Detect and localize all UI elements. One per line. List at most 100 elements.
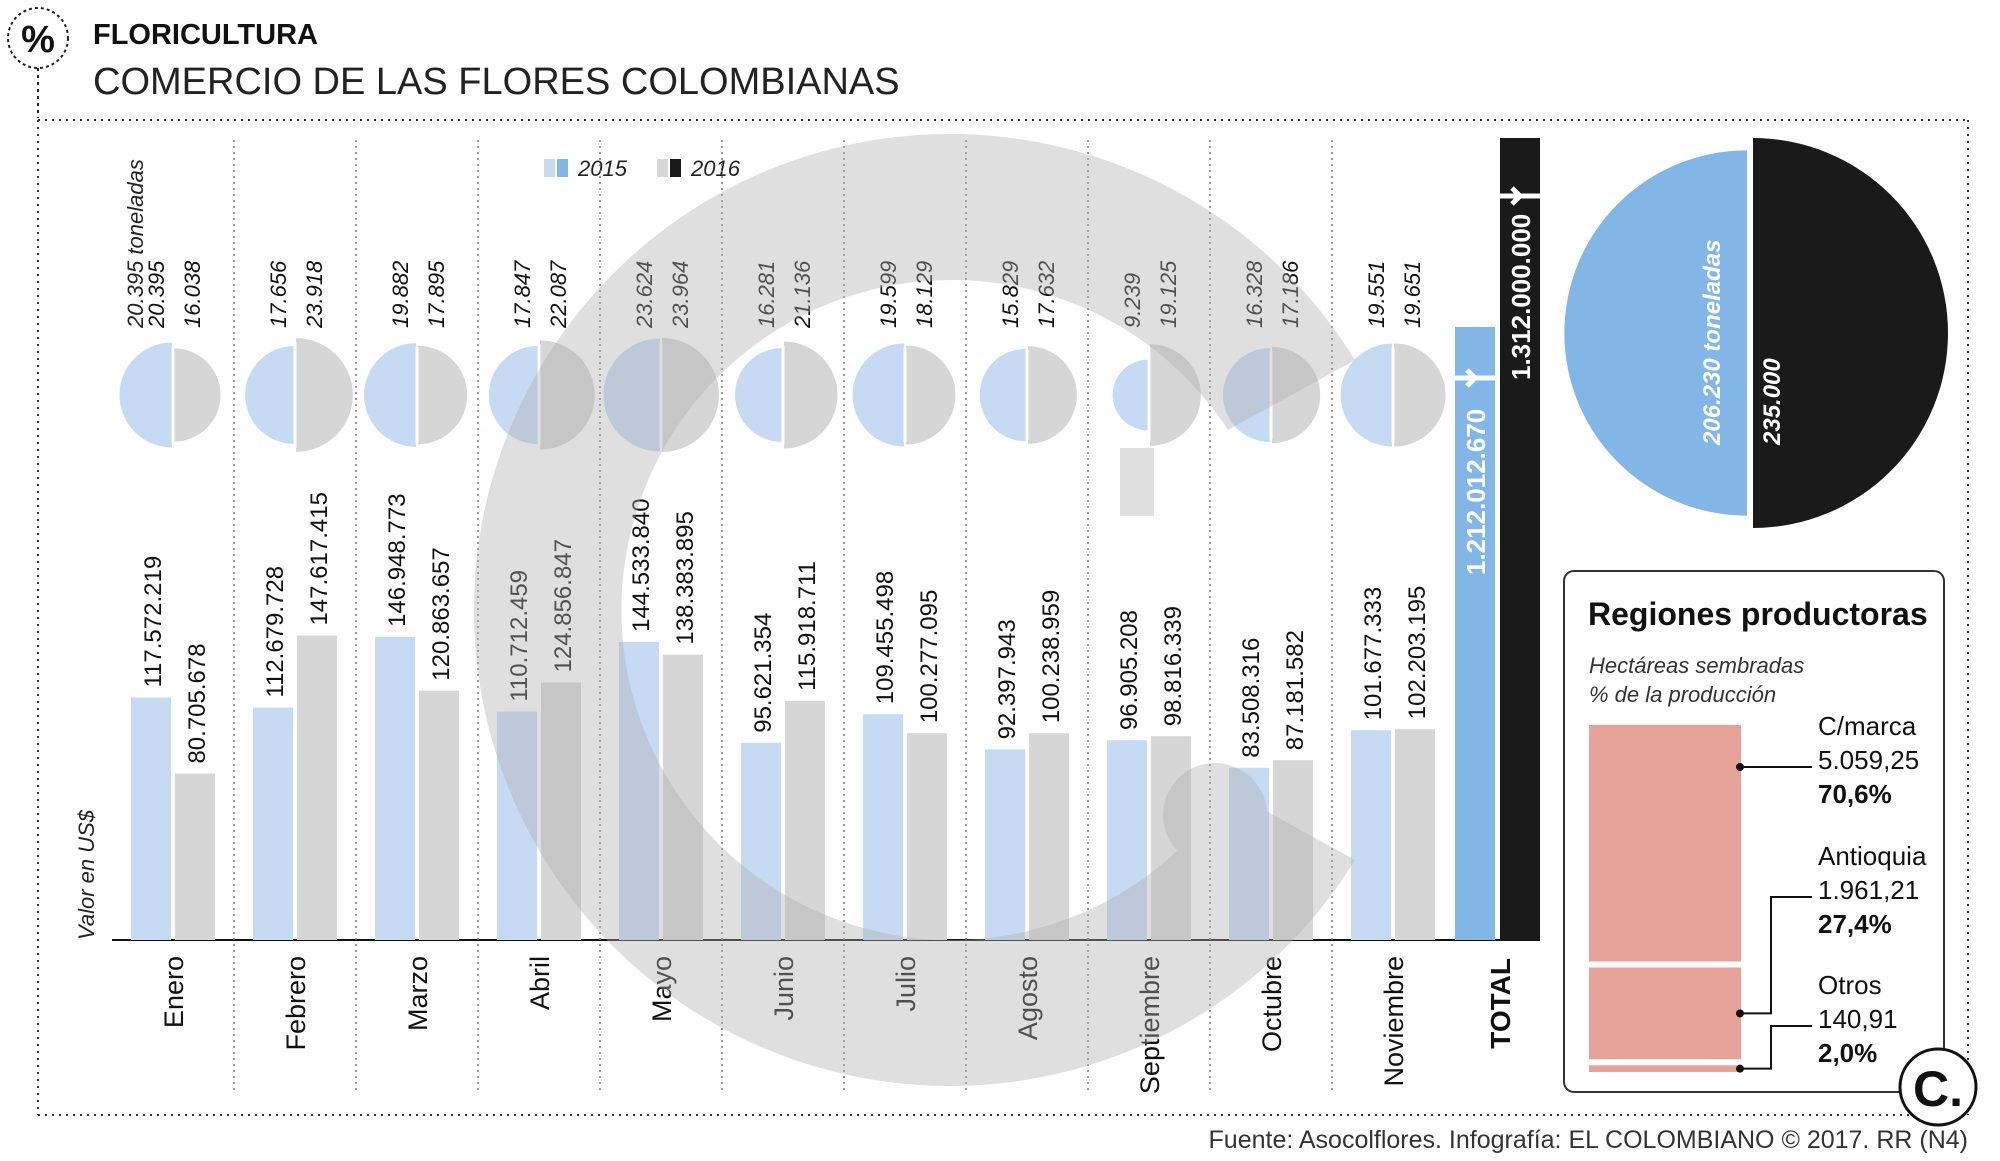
legend: 2015 2016 xyxy=(544,156,741,181)
bar-2016-febrero xyxy=(297,635,337,940)
total-bars: 1.212.012.670 1.312.000.000 TOTAL xyxy=(1453,138,1542,1049)
tons-half-2015 xyxy=(119,342,172,448)
y-axis-label: Valor en US$ xyxy=(74,809,99,940)
region-segment-1 xyxy=(1589,967,1741,1060)
brand-mark: C. xyxy=(1913,1061,1963,1117)
regions-stacked-bar: C/marca 5.059,25 70,6% Antioquia 1.961,21 27,… xyxy=(1589,711,1927,1073)
tons-half-2015 xyxy=(735,348,782,442)
axis-break-2015-icon xyxy=(1453,368,1497,388)
legend-label-2016: 2016 xyxy=(690,156,741,181)
tons-label-2016: 19.651 xyxy=(1400,261,1425,328)
bar-2015-abril xyxy=(497,711,537,940)
month-label: Enero xyxy=(159,956,189,1028)
total-tons-half-2015 xyxy=(1564,150,1747,516)
total-tons-half-2016 xyxy=(1753,138,1948,528)
month-label: Septiembre xyxy=(1135,956,1165,1094)
tons-label-2015: 19.599 xyxy=(876,261,901,328)
tons-label-2015: 15.829 xyxy=(998,261,1023,328)
tons-half-2015 xyxy=(1222,347,1270,443)
tons-label-2016: 22.087 xyxy=(546,260,571,329)
value-label-2015: 117.572.219 xyxy=(140,556,167,688)
total-bar-2016 xyxy=(1500,138,1540,940)
tons-label-2016: 23.918 xyxy=(302,260,327,329)
header: % FLORICULTURA COMERCIO DE LAS FLORES CO… xyxy=(7,7,900,118)
value-label-2016: 115.918.711 xyxy=(794,561,821,691)
regions-title: Regiones productoras xyxy=(1588,596,1928,632)
month-label: Julio xyxy=(891,956,921,1012)
value-label-2015: 101.677.333 xyxy=(1360,587,1387,720)
month-label: Noviembre xyxy=(1379,956,1409,1087)
region-connector-dot xyxy=(1736,763,1744,771)
watermark-c-icon xyxy=(473,134,1355,1087)
value-label-2016: 124.856.847 xyxy=(550,539,577,672)
tons-half-2016 xyxy=(174,348,221,442)
value-label-2016: 100.277.095 xyxy=(916,590,943,723)
region-percent: 2,0% xyxy=(1818,1038,1877,1068)
value-label-2016: 100.238.959 xyxy=(1038,590,1065,723)
percent-logo-icon xyxy=(7,7,69,69)
value-label-2016: 147.617.415 xyxy=(306,492,333,625)
axis-break-2016-icon xyxy=(1498,186,1542,206)
tons-half-2015 xyxy=(603,338,660,452)
source-credit: Fuente: Asocolflores. Infografía: EL COL… xyxy=(1209,1126,1968,1154)
region-segment-2 xyxy=(1589,1065,1741,1072)
total-bar-2015 xyxy=(1455,327,1495,940)
value-label-2015: 95.621.354 xyxy=(750,613,777,733)
total-tons-label-2015: 206.230 toneladas xyxy=(1699,240,1726,446)
bar-2015-noviembre xyxy=(1351,730,1391,940)
bar-2016-septiembre xyxy=(1151,736,1191,940)
tons-half-2016 xyxy=(1028,346,1077,444)
bar-2016-octubre xyxy=(1273,760,1313,940)
regions-subtitle-hectares: Hectáreas sembradas xyxy=(1589,653,1804,678)
region-percent: 27,4% xyxy=(1818,909,1892,939)
region-name: Antioquia xyxy=(1818,841,1927,871)
tons-half-2015 xyxy=(245,346,294,444)
legend-swatch-2015-a xyxy=(544,159,555,177)
bar-2016-noviembre xyxy=(1395,729,1435,940)
tons-half-2016 xyxy=(1150,344,1201,446)
tons-label-2015: 19.551 xyxy=(1364,261,1389,328)
region-connector-line xyxy=(1741,1025,1812,1070)
tons-label-2015: 23.624 xyxy=(632,261,657,329)
value-labels: 117.572.219 80.705.678 20.395 16.038 112.679… xyxy=(140,260,1431,764)
month-label: Octubre xyxy=(1257,956,1287,1052)
value-label-2016: 102.203.195 xyxy=(1404,586,1431,719)
value-label-2015: 112.679.728 xyxy=(262,566,289,698)
tons-half-2015 xyxy=(1112,359,1148,431)
total-label-2016: 1.312.000.000 xyxy=(1506,214,1536,380)
tons-label-2015: 19.882 xyxy=(388,261,413,328)
tons-label-2015: 17.847 xyxy=(510,260,535,328)
month-label: Junio xyxy=(769,956,799,1021)
section-label: FLORICULTURA xyxy=(93,19,318,51)
value-label-2015: 83.508.316 xyxy=(1238,638,1265,758)
tons-half-2016 xyxy=(1394,343,1446,447)
month-label: Mayo xyxy=(647,956,677,1022)
bar-2016-abril xyxy=(541,682,581,940)
tons-label-2015: 17.656 xyxy=(266,260,291,328)
region-name: Otros xyxy=(1818,970,1882,1000)
tons-label-2016: 18.129 xyxy=(912,261,937,328)
tons-label-2016: 17.895 xyxy=(424,260,449,328)
tons-label-2015: 16.328 xyxy=(1242,260,1267,328)
value-label-2015: 144.533.840 xyxy=(628,498,655,631)
region-hectares: 5.059,25 xyxy=(1818,745,1919,775)
total-category-label: TOTAL xyxy=(1485,958,1516,1049)
tons-label-2016: 21.136 xyxy=(790,260,815,329)
tons-label-2016: 17.186 xyxy=(1278,260,1303,328)
tons-half-2015 xyxy=(364,343,416,447)
value-bars xyxy=(131,635,1435,940)
tons-half-2016 xyxy=(906,345,956,445)
regions-box xyxy=(1563,570,1945,1093)
bar-2015-julio xyxy=(863,714,903,940)
regions-panel: Regiones productoras Hectáreas sembradas… xyxy=(1563,570,1945,1093)
bar-2016-julio xyxy=(907,733,947,940)
tons-label-2016: 19.125 xyxy=(1156,260,1181,328)
value-label-2015: 92.397.943 xyxy=(994,619,1021,739)
tons-label-2016: 17.632 xyxy=(1034,261,1059,328)
bar-2015-marzo xyxy=(375,636,415,940)
value-label-2015: 109.455.498 xyxy=(872,571,899,704)
value-label-2015: 146.948.773 xyxy=(384,493,411,626)
tons-half-circles xyxy=(119,338,1446,452)
tons-label-2016: 16.038 xyxy=(180,260,205,328)
region-hectares: 140,91 xyxy=(1818,1004,1898,1034)
